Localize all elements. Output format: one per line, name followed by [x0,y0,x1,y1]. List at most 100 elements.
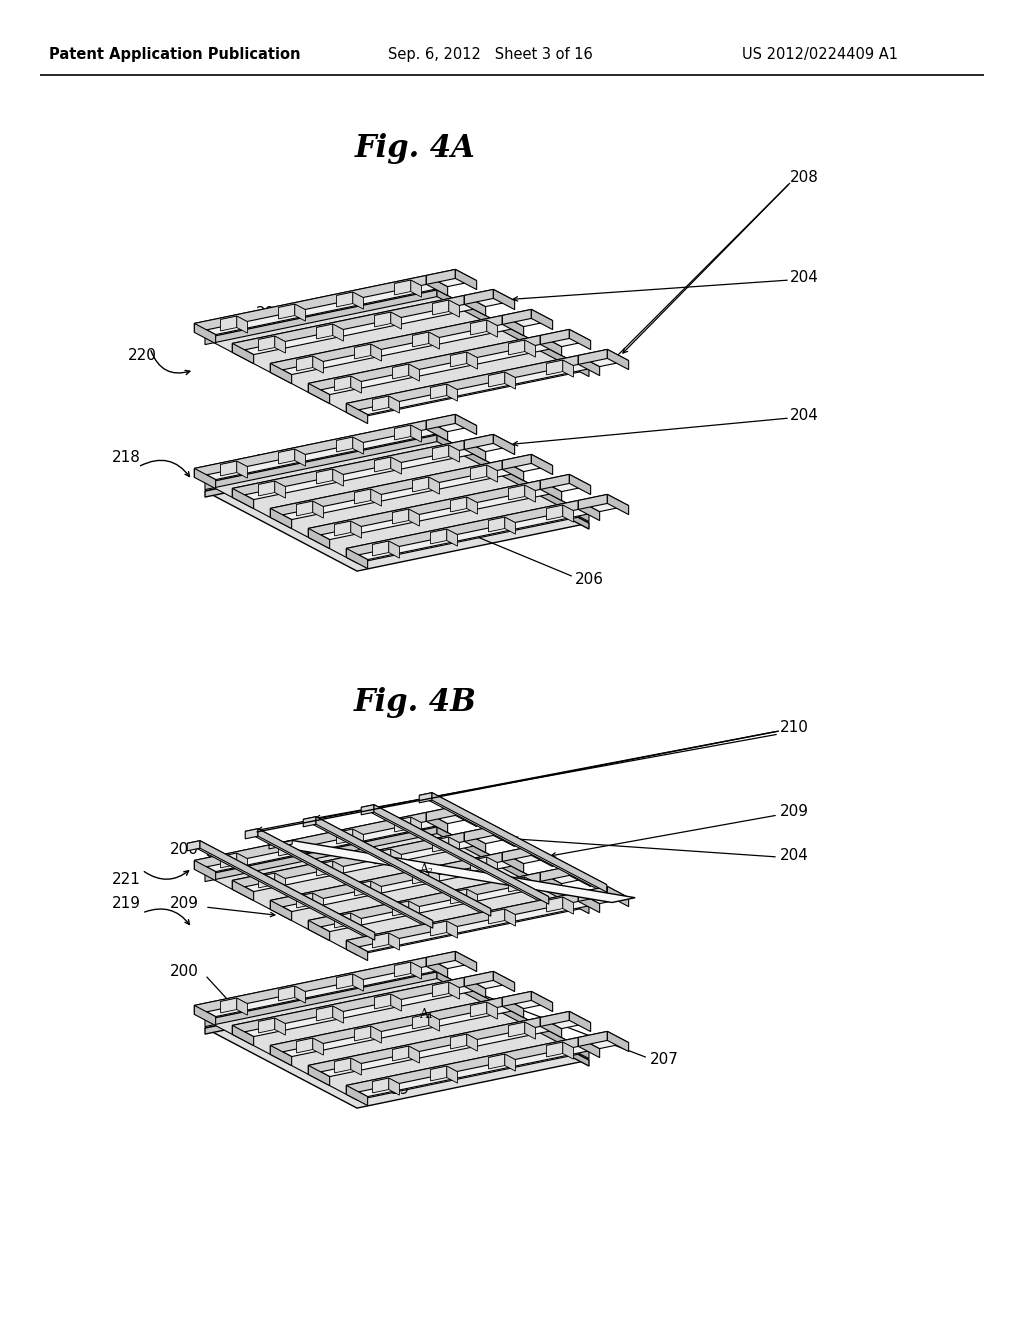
Polygon shape [375,312,391,327]
Polygon shape [346,1085,368,1106]
Polygon shape [394,425,422,434]
Polygon shape [394,817,411,832]
Polygon shape [312,502,324,519]
Polygon shape [195,276,447,334]
Text: 200: 200 [170,842,199,858]
Polygon shape [471,857,498,866]
Polygon shape [467,1034,477,1051]
Polygon shape [437,972,589,1059]
Polygon shape [220,315,237,331]
Polygon shape [547,898,563,912]
Text: 209: 209 [170,896,199,912]
Polygon shape [353,974,364,991]
Polygon shape [354,882,381,890]
Polygon shape [354,490,381,498]
Polygon shape [446,529,458,546]
Polygon shape [409,1047,420,1063]
Polygon shape [509,876,524,892]
Polygon shape [426,414,476,432]
Polygon shape [607,495,629,515]
Polygon shape [432,300,449,315]
Polygon shape [505,372,515,389]
Polygon shape [426,952,456,966]
Text: 204: 204 [790,271,819,285]
Text: 204: 204 [790,408,819,422]
Polygon shape [471,1002,498,1011]
Polygon shape [335,376,351,391]
Polygon shape [245,829,258,838]
Text: 207: 207 [650,1052,679,1068]
Polygon shape [541,474,591,491]
Polygon shape [308,873,561,932]
Polygon shape [451,498,477,506]
Polygon shape [335,913,351,928]
Polygon shape [391,457,401,474]
Polygon shape [270,461,503,517]
Polygon shape [335,1059,351,1073]
Text: A₂: A₂ [419,863,433,876]
Polygon shape [413,477,439,486]
Polygon shape [531,454,553,475]
Polygon shape [237,315,248,333]
Polygon shape [297,356,324,366]
Polygon shape [351,376,361,393]
Polygon shape [316,325,333,339]
Polygon shape [232,296,485,355]
Polygon shape [346,892,579,949]
Polygon shape [509,486,524,500]
Polygon shape [237,461,248,478]
Polygon shape [220,461,248,470]
Polygon shape [509,341,536,348]
Polygon shape [274,480,286,498]
Polygon shape [486,1002,498,1019]
Polygon shape [375,457,391,471]
Polygon shape [426,269,456,284]
Polygon shape [449,300,460,317]
Polygon shape [541,474,569,490]
Polygon shape [579,500,600,520]
Polygon shape [437,979,589,1067]
Polygon shape [429,1014,439,1031]
Polygon shape [270,853,503,909]
Polygon shape [391,312,401,329]
Text: 210: 210 [780,721,809,735]
Polygon shape [569,1011,591,1032]
Polygon shape [232,441,464,498]
Polygon shape [426,957,447,978]
Polygon shape [391,849,401,866]
Text: 209: 209 [381,1082,410,1097]
Polygon shape [524,876,536,894]
Polygon shape [232,488,254,508]
Polygon shape [269,841,635,903]
Polygon shape [569,330,591,350]
Polygon shape [430,384,458,393]
Polygon shape [392,364,420,374]
Polygon shape [333,1006,343,1023]
Polygon shape [449,982,460,999]
Polygon shape [392,902,420,909]
Polygon shape [547,1041,563,1057]
Polygon shape [392,364,409,379]
Polygon shape [430,529,446,544]
Polygon shape [503,991,553,1008]
Polygon shape [346,940,368,961]
Polygon shape [279,986,295,1001]
Polygon shape [430,1067,446,1081]
Polygon shape [335,1059,361,1067]
Polygon shape [232,977,485,1036]
Polygon shape [205,444,589,572]
Polygon shape [411,280,422,297]
Polygon shape [541,873,561,892]
Text: 209: 209 [780,804,809,820]
Polygon shape [375,849,391,863]
Polygon shape [351,1059,361,1074]
Polygon shape [333,325,343,341]
Polygon shape [509,1022,536,1031]
Polygon shape [394,280,411,294]
Polygon shape [354,345,381,352]
Polygon shape [451,498,467,512]
Polygon shape [430,384,446,399]
Polygon shape [464,826,515,843]
Polygon shape [563,506,573,523]
Polygon shape [205,979,437,1034]
